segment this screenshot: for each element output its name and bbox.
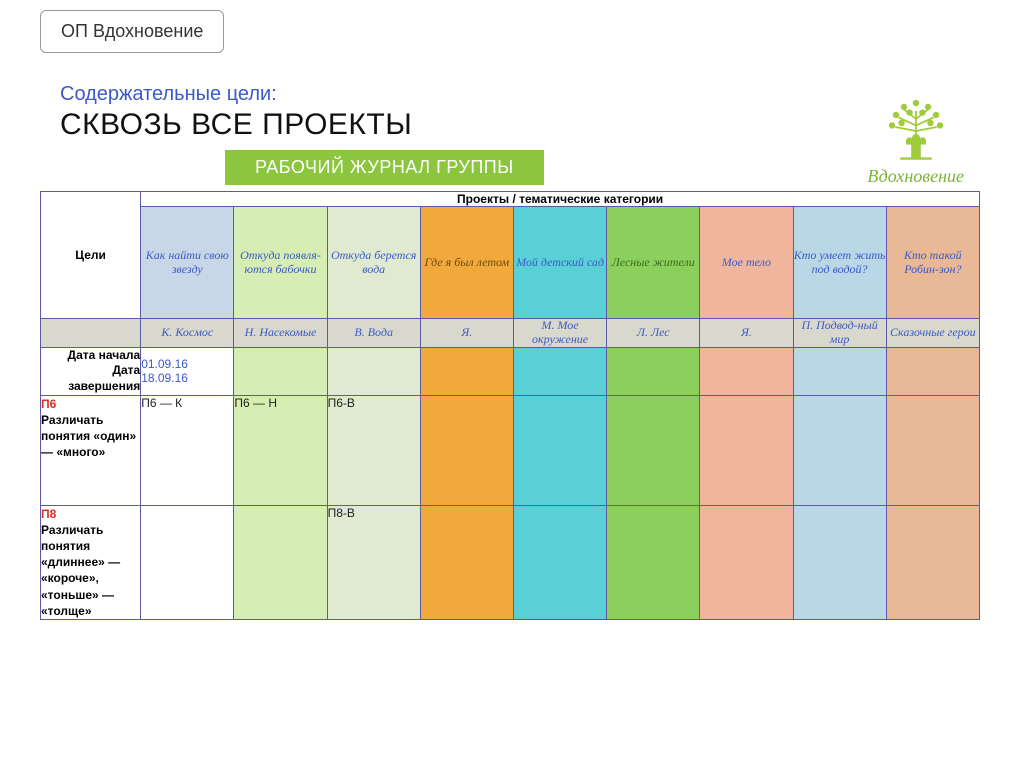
p8-c5 — [513, 505, 606, 619]
logo-text: Вдохновение — [867, 167, 964, 185]
p6-c6 — [607, 395, 700, 505]
category-row: К. Космос Н. Насекомые В. Вода Я. М. Мое… — [41, 319, 980, 348]
p6-c3: П6-В — [327, 395, 420, 505]
p8-c8 — [793, 505, 886, 619]
subtitle: Содержательные цели: — [60, 83, 544, 106]
cat-4: Я. — [420, 319, 513, 348]
cat-2: Н. Насекомые — [234, 319, 327, 348]
journal-label: РАБОЧИЙ ЖУРНАЛ ГРУППЫ — [225, 150, 544, 185]
p6-c4 — [420, 395, 513, 505]
goal-p6-label: П6 Различать понятия «один» — «много» — [41, 395, 141, 505]
p8-c4 — [420, 505, 513, 619]
cat-3: В. Вода — [327, 319, 420, 348]
p8-c1 — [141, 505, 234, 619]
header-row-1: Цели Проекты / тематические категории — [41, 192, 980, 207]
header-goals: Цели — [41, 192, 141, 319]
p8-c9 — [886, 505, 979, 619]
col-hdr-7: Мое тело — [700, 207, 793, 319]
p8-c6 — [607, 505, 700, 619]
date-values: 01.09.16 18.09.16 — [141, 347, 234, 395]
header-row-cols: Как найти свою звезду Откуда появля-ются… — [41, 207, 980, 319]
goal-row-p6: П6 Различать понятия «один» — «много» П6… — [41, 395, 980, 505]
cat-8: П. Подвод-ный мир — [793, 319, 886, 348]
col-hdr-2: Откуда появля-ются бабочки — [234, 207, 327, 319]
p6-c8 — [793, 395, 886, 505]
main-title: СКВОЗЬ ВСЕ ПРОЕКТЫ — [60, 108, 544, 142]
goal-row-p8: П8 Различать понятия «длиннее» — «короче… — [41, 505, 980, 619]
col-hdr-9: Кто такой Робин-зон? — [886, 207, 979, 319]
p8-c2 — [234, 505, 327, 619]
date-labels: Дата начала Дата завершения — [41, 347, 141, 395]
tree-logo-icon — [876, 95, 956, 163]
header-projects: Проекты / тематические категории — [141, 192, 980, 207]
cat-9: Сказочные герои — [886, 319, 979, 348]
p8-c3: П8-В — [327, 505, 420, 619]
p6-c9 — [886, 395, 979, 505]
p6-c1: П6 — К — [141, 395, 234, 505]
col-hdr-8: Кто умеет жить под водой? — [793, 207, 886, 319]
p6-c5 — [513, 395, 606, 505]
header-row: Содержательные цели: СКВОЗЬ ВСЕ ПРОЕКТЫ … — [40, 83, 984, 185]
col-hdr-5: Мой детский сад — [513, 207, 606, 319]
col-hdr-3: Откуда берется вода — [327, 207, 420, 319]
p6-c7 — [700, 395, 793, 505]
col-hdr-1: Как найти свою звезду — [141, 207, 234, 319]
goal-p8-label: П8 Различать понятия «длиннее» — «короче… — [41, 505, 141, 619]
journal-table: Цели Проекты / тематические категории Ка… — [40, 191, 980, 620]
col-hdr-6: Лесные жители — [607, 207, 700, 319]
page-title-box: ОП Вдохновение — [40, 10, 224, 53]
p8-c7 — [700, 505, 793, 619]
p6-c2: П6 — Н — [234, 395, 327, 505]
cat-1: К. Космос — [141, 319, 234, 348]
cat-7: Я. — [700, 319, 793, 348]
logo: Вдохновение — [867, 95, 964, 185]
cat-5: М. Мое окружение — [513, 319, 606, 348]
col-hdr-4: Где я был летом — [420, 207, 513, 319]
cat-6: Л. Лес — [607, 319, 700, 348]
date-row: Дата начала Дата завершения 01.09.16 18.… — [41, 347, 980, 395]
